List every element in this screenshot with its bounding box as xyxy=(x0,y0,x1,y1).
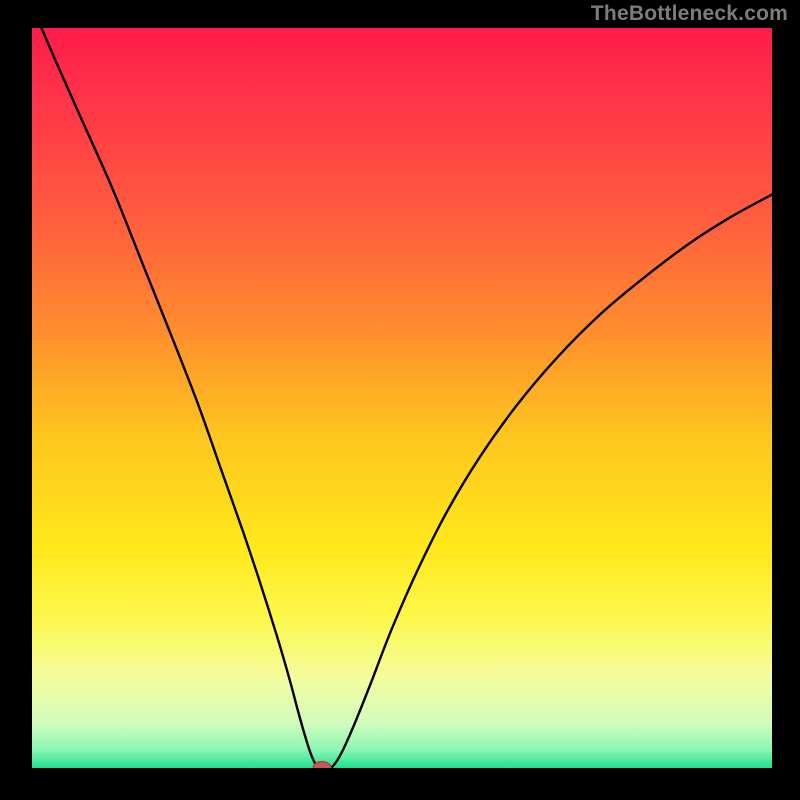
plot-svg xyxy=(32,28,772,768)
watermark-text: TheBottleneck.com xyxy=(591,2,788,26)
plot-area xyxy=(32,28,772,768)
chart-frame: TheBottleneck.com xyxy=(0,0,800,800)
gradient-background xyxy=(32,28,772,768)
